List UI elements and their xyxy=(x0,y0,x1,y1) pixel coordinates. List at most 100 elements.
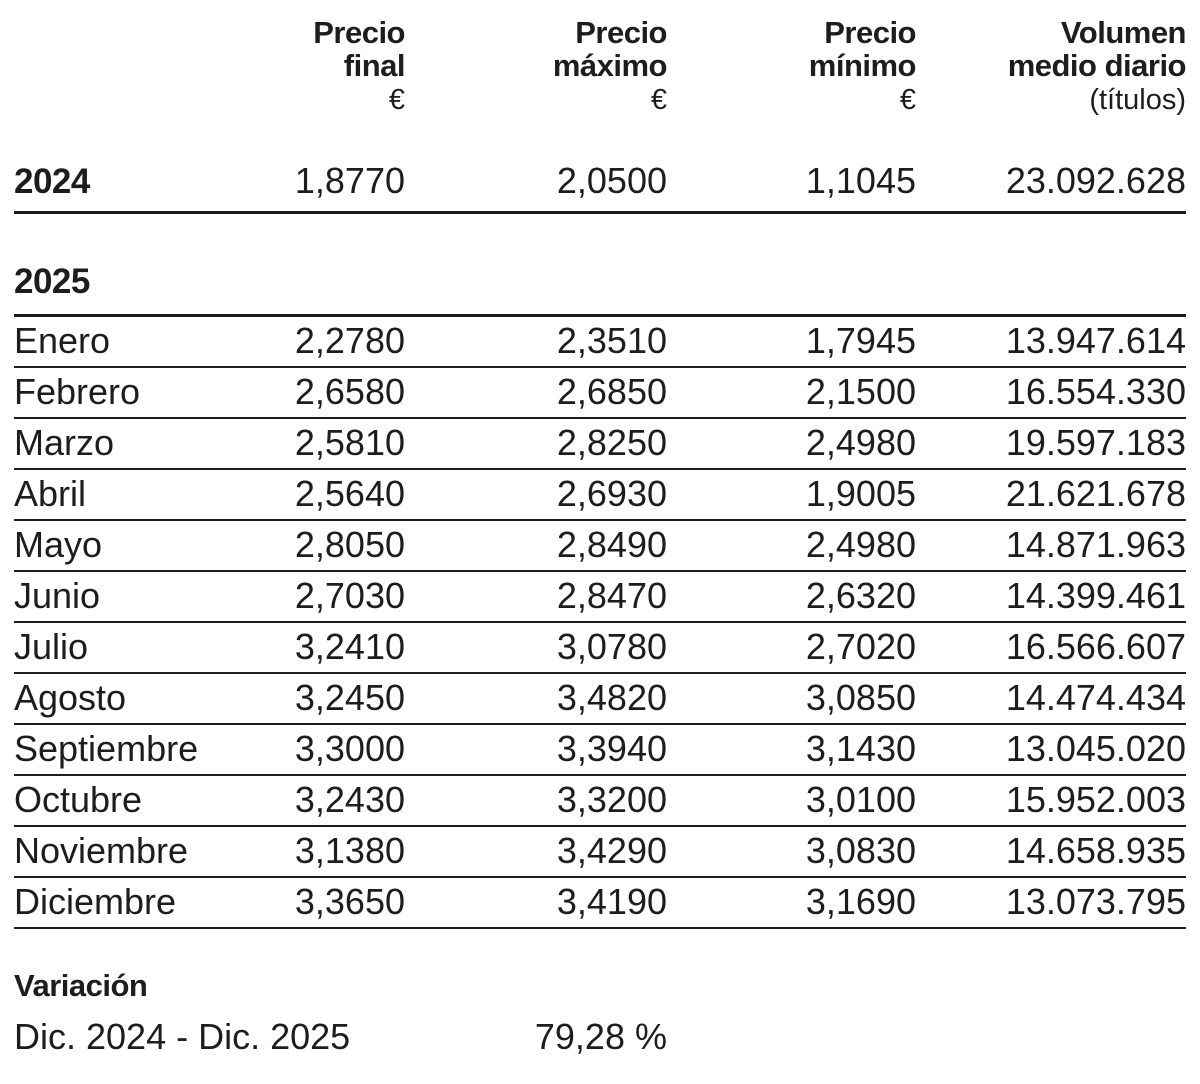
volumen-value: 14.474.434 xyxy=(916,672,1186,725)
table-row-febrero: Febrero 2,6580 2,6850 2,1500 16.554.330 xyxy=(14,366,1186,419)
table-row-diciembre: Diciembre 3,3650 3,4190 3,1690 13.073.79… xyxy=(14,876,1186,929)
volumen-value: 14.871.963 xyxy=(916,519,1186,572)
volumen-value: 16.554.330 xyxy=(916,366,1186,419)
column-unit: € xyxy=(650,84,667,116)
month-label: Noviembre xyxy=(14,825,214,878)
header-empty-cell xyxy=(14,0,214,160)
volumen-value: 13.045.020 xyxy=(916,723,1186,776)
precio-maximo-value: 2,6930 xyxy=(405,468,667,521)
table-row-mayo: Mayo 2,8050 2,8490 2,4980 14.871.963 xyxy=(14,519,1186,572)
precio-final-value: 3,2430 xyxy=(214,774,405,827)
volumen-value: 13.073.795 xyxy=(916,876,1186,929)
table-row-marzo: Marzo 2,5810 2,8250 2,4980 19.597.183 xyxy=(14,417,1186,470)
column-title: Precio final xyxy=(214,0,405,82)
column-title-line1: Precio xyxy=(313,15,405,50)
precio-maximo-value: 3,4190 xyxy=(405,876,667,929)
table-row-2024: 2024 1,8770 2,0500 1,1045 23.092.628 xyxy=(14,160,1186,214)
precio-final-value: 2,7030 xyxy=(214,570,405,623)
column-title: Volumen medio diario xyxy=(916,0,1187,83)
column-title-line2: mínimo xyxy=(808,48,917,83)
precio-maximo-value: 2,8250 xyxy=(405,417,667,470)
column-title-line2: máximo xyxy=(552,48,668,83)
precio-minimo-value: 3,0850 xyxy=(667,672,916,725)
precio-minimo-value: 1,7945 xyxy=(667,315,916,368)
precio-final-value: 3,3650 xyxy=(214,876,405,929)
precio-final-value: 2,2780 xyxy=(214,315,405,368)
precio-maximo-value: 2,3510 xyxy=(405,315,667,368)
volumen-value: 23.092.628 xyxy=(916,160,1186,214)
header-precio-final: Precio final € xyxy=(214,0,405,160)
year-label-2024: 2024 xyxy=(14,162,90,201)
precio-minimo-value: 1,1045 xyxy=(667,160,916,214)
precio-maximo-value: 3,0780 xyxy=(405,621,667,674)
volumen-value: 14.399.461 xyxy=(916,570,1186,623)
precio-final-value: 3,2410 xyxy=(214,621,405,674)
precio-final-value: 2,5640 xyxy=(214,468,405,521)
header-precio-maximo: Precio máximo € xyxy=(405,0,668,160)
volumen-value: 16.566.607 xyxy=(916,621,1186,674)
precio-minimo-value: 2,4980 xyxy=(667,519,916,572)
precio-final-value: 2,6580 xyxy=(214,366,405,419)
column-title-line2: medio diario xyxy=(1007,48,1187,83)
variation-row: Dic. 2024 - Dic. 2025 79,28 % xyxy=(14,1015,1186,1057)
month-label: Septiembre xyxy=(14,723,214,776)
table-row-abril: Abril 2,5640 2,6930 1,9005 21.621.678 xyxy=(14,468,1186,521)
precio-maximo-value: 2,0500 xyxy=(405,160,667,214)
precio-maximo-value: 2,8490 xyxy=(405,519,667,572)
month-label: Diciembre xyxy=(14,876,214,929)
table-header-row: Precio final € Precio máximo € Precio mínim… xyxy=(14,0,1186,160)
precio-minimo-value: 2,6320 xyxy=(667,570,916,623)
table-row-octubre: Octubre 3,2430 3,3200 3,0100 15.952.003 xyxy=(14,774,1186,827)
precio-final-value: 3,2450 xyxy=(214,672,405,725)
precio-minimo-value: 3,0100 xyxy=(667,774,916,827)
column-title: Precio máximo xyxy=(405,0,668,83)
precio-minimo-value: 3,0830 xyxy=(667,825,916,878)
precio-maximo-value: 2,6850 xyxy=(405,366,667,419)
precio-minimo-value: 3,1690 xyxy=(667,876,916,929)
stock-price-table: Precio final € Precio máximo € Precio mínim… xyxy=(14,0,1187,929)
column-unit: (títulos) xyxy=(1089,84,1186,116)
month-label: Junio xyxy=(14,570,214,623)
column-unit: € xyxy=(388,84,405,116)
column-unit: € xyxy=(899,84,916,116)
table-row-agosto: Agosto 3,2450 3,4820 3,0850 14.474.434 xyxy=(14,672,1186,725)
precio-final-value: 3,3000 xyxy=(214,723,405,776)
precio-final-value: 1,8770 xyxy=(214,160,405,214)
precio-final-value: 2,5810 xyxy=(214,417,405,470)
header-precio-minimo: Precio mínimo € xyxy=(667,0,917,160)
month-label: Abril xyxy=(14,468,214,521)
year-label-2025: 2025 xyxy=(14,262,90,301)
precio-final-value: 3,1380 xyxy=(214,825,405,878)
volumen-value: 21.621.678 xyxy=(916,468,1186,521)
table-row-enero: Enero 2,2780 2,3510 1,7945 13.947.614 xyxy=(14,315,1186,368)
table-row-septiembre: Septiembre 3,3000 3,3940 3,1430 13.045.0… xyxy=(14,723,1186,776)
column-title: Precio mínimo xyxy=(667,0,917,83)
precio-minimo-value: 1,9005 xyxy=(667,468,916,521)
volumen-value: 13.947.614 xyxy=(916,315,1186,368)
table-row-julio: Julio 3,2410 3,0780 2,7020 16.566.607 xyxy=(14,621,1186,674)
month-label: Octubre xyxy=(14,774,214,827)
precio-maximo-value: 2,8470 xyxy=(405,570,667,623)
month-label: Mayo xyxy=(14,519,214,572)
variation-period-label: Dic. 2024 - Dic. 2025 xyxy=(14,1015,351,1057)
precio-minimo-value: 2,1500 xyxy=(667,366,916,419)
precio-minimo-value: 3,1430 xyxy=(667,723,916,776)
month-label: Agosto xyxy=(14,672,214,725)
month-label: Enero xyxy=(14,315,214,368)
precio-maximo-value: 3,3940 xyxy=(405,723,667,776)
table-row-2025-label: 2025 xyxy=(14,212,1186,317)
month-label: Febrero xyxy=(14,366,214,419)
precio-maximo-value: 3,4820 xyxy=(405,672,667,725)
precio-maximo-value: 3,4290 xyxy=(405,825,667,878)
volumen-value: 14.658.935 xyxy=(916,825,1186,878)
precio-maximo-value: 3,3200 xyxy=(405,774,667,827)
column-title-line1: Volumen xyxy=(1060,15,1187,50)
column-title-line1: Precio xyxy=(824,15,916,50)
volumen-value: 19.597.183 xyxy=(916,417,1186,470)
table-row-noviembre: Noviembre 3,1380 3,4290 3,0830 14.658.93… xyxy=(14,825,1186,878)
precio-minimo-value: 2,7020 xyxy=(667,621,916,674)
variation-percentage-value: 79,28 % xyxy=(534,1015,667,1057)
month-label: Marzo xyxy=(14,417,214,470)
month-label: Julio xyxy=(14,621,214,674)
